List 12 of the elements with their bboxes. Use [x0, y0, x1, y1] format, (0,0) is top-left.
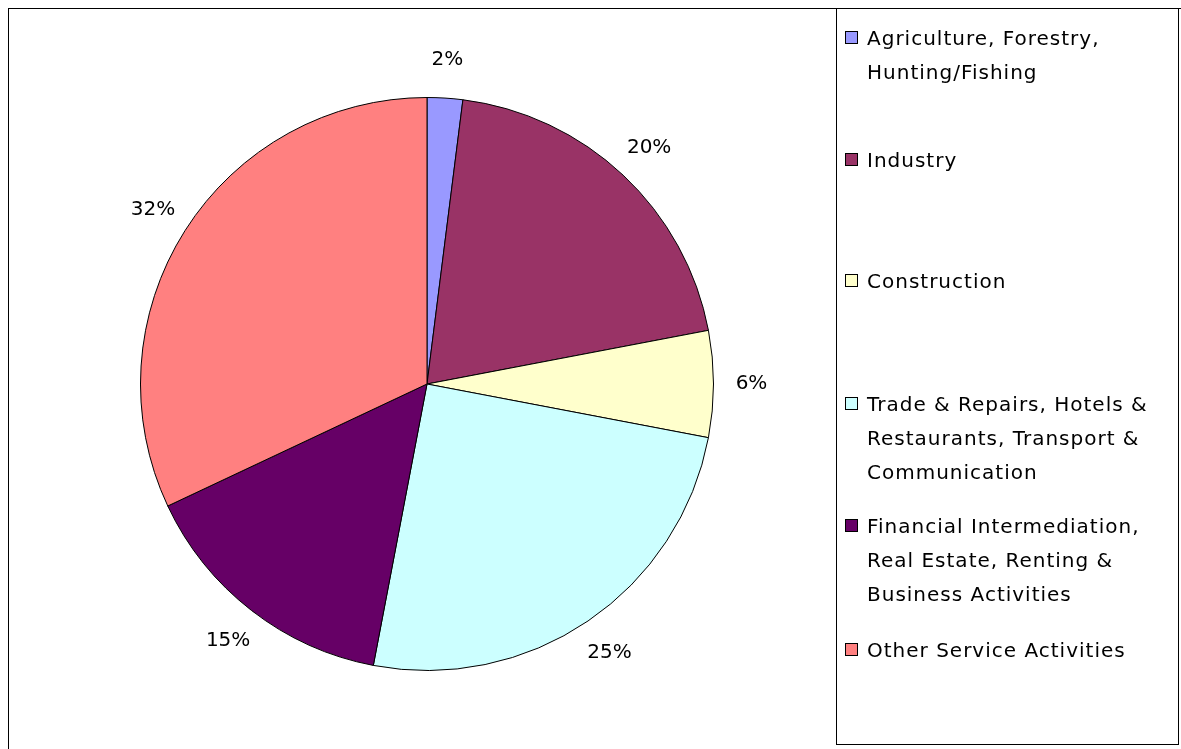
data-label: 32%	[130, 196, 176, 221]
legend-label: Trade & Repairs, Hotels & Restaurants, Transport & Communication	[867, 391, 1149, 486]
legend-label: Financial Intermediation, Real Estate, Renting & Business Activities	[867, 513, 1141, 608]
data-label: 25%	[587, 638, 632, 663]
legend-label: Agriculture, Forestry, Hunting/Fishing	[867, 25, 1101, 86]
legend-label: Industry	[867, 147, 959, 174]
legend-label: Construction	[867, 268, 1008, 295]
data-label: 15%	[205, 626, 251, 651]
legend-label: Other Service Activities	[867, 637, 1127, 664]
data-label: 2%	[431, 46, 464, 71]
data-label: 20%	[626, 133, 672, 158]
data-label: 6%	[735, 370, 768, 395]
